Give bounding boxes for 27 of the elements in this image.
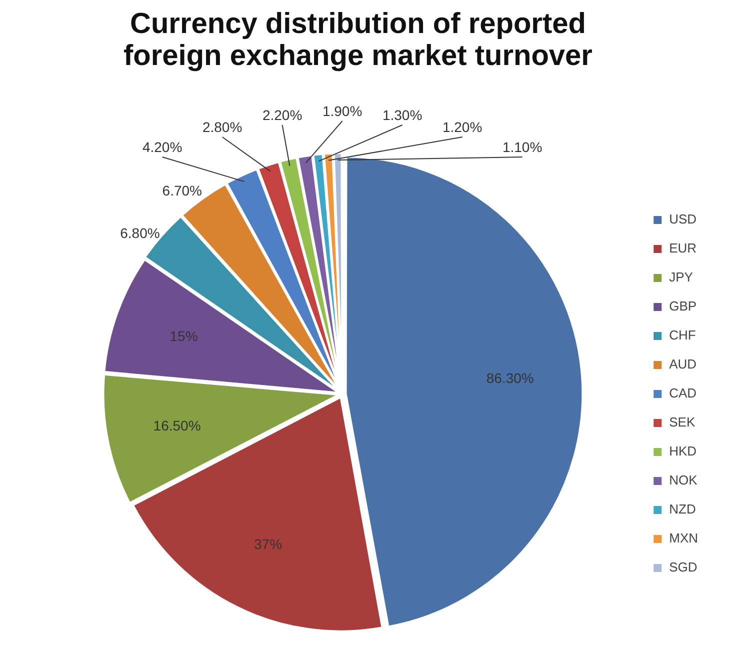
legend-label: CHF — [669, 328, 696, 343]
data-label: 15% — [170, 328, 198, 344]
data-label: 1.10% — [502, 138, 542, 155]
legend-label: NZD — [669, 502, 696, 517]
legend-label: CAD — [669, 386, 697, 401]
legend-label: SGD — [669, 560, 698, 575]
legend-label: NOK — [669, 472, 698, 488]
chart-title: Currency distribution of reported foreign exchange market turnover — [122, 8, 594, 72]
legend-label: HKD — [669, 444, 697, 459]
legend-label: JPY — [669, 270, 694, 285]
legend-label: GBP — [669, 298, 697, 314]
data-label: 86.30% — [486, 370, 534, 386]
legend-label: USD — [669, 212, 697, 227]
data-label: 6.70% — [162, 182, 202, 199]
legend-label: EUR — [669, 240, 697, 256]
data-label: 16.50% — [153, 418, 201, 434]
data-label: 1.30% — [382, 106, 422, 123]
data-label: 1.90% — [322, 102, 362, 119]
data-label: 6.80% — [120, 224, 160, 241]
data-label: 4.20% — [142, 138, 182, 155]
data-label: 2.80% — [202, 118, 242, 135]
legend-label: SEK — [669, 414, 696, 430]
data-label: 37% — [254, 536, 282, 552]
legend-label: AUD — [669, 356, 697, 372]
legend-label: MXN — [669, 530, 698, 546]
data-label: 1.20% — [442, 118, 482, 135]
data-label: 2.20% — [262, 106, 302, 123]
